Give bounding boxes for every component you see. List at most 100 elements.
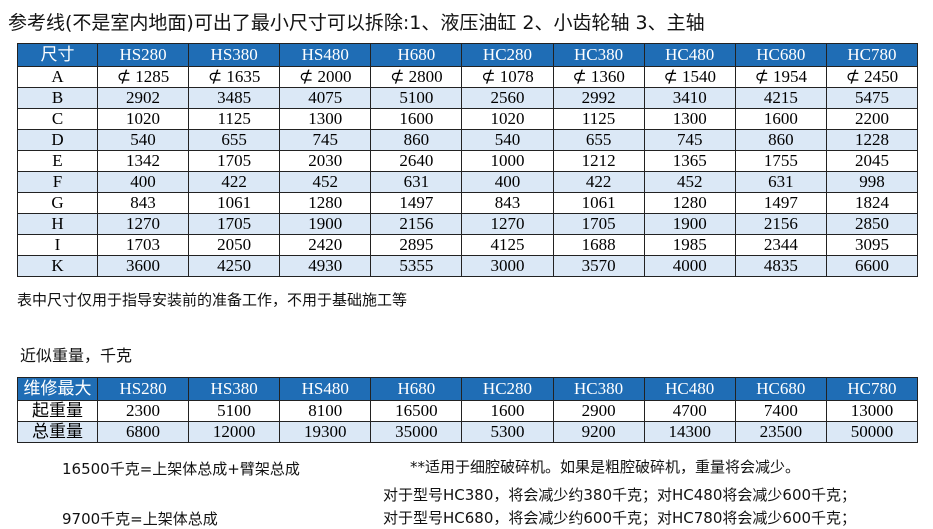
table-cell: 2895	[370, 234, 463, 256]
table-cell: 655	[552, 129, 645, 151]
table-cell: 1000	[461, 150, 554, 172]
table-cell: E	[17, 150, 98, 172]
table-row: C 1020 1125 1300 1600 1020 1125 1300 1600 2200	[17, 108, 919, 130]
table-cell: HC480	[643, 377, 736, 401]
table-cell: 4835	[734, 255, 827, 277]
table-cell: 1755	[734, 150, 827, 172]
table-cell: 843	[96, 192, 190, 214]
table-cell: 860	[734, 129, 827, 151]
table-cell: 1280	[279, 192, 372, 214]
table-row: F 400 422 452 631 400 422 452 631 998	[17, 171, 919, 193]
table-cell: 1600	[370, 108, 463, 130]
table-cell: 540	[461, 129, 554, 151]
table-cell: 19300	[279, 421, 372, 443]
table-cell: HC380	[552, 377, 645, 401]
table-row: K 3600 4250 4930 5355 3000 3570 4000 4835 6600	[17, 255, 919, 277]
table-cell: 4000	[643, 255, 736, 277]
table-cell: 860	[370, 129, 463, 151]
table-cell: K	[17, 255, 98, 277]
size-table: 尺寸 HS280 HS380 HS480 H680 HC280 HC380 HC480 HC68…	[17, 43, 919, 277]
table-cell: 998	[825, 171, 919, 193]
table-cell: 422	[552, 171, 645, 193]
table-cell: 1900	[643, 213, 736, 235]
table-cell: 1985	[643, 234, 736, 256]
table-cell: 起重量	[17, 400, 98, 422]
table-cell: 1342	[96, 150, 190, 172]
table-cell: 4930	[279, 255, 372, 277]
table-cell: 1365	[643, 150, 736, 172]
table-cell: 540	[96, 129, 190, 151]
table-cell: 1688	[552, 234, 645, 256]
table-cell: HC280	[461, 43, 554, 67]
table-cell: B	[17, 87, 98, 109]
note: 表中尺寸仅用于指导安装前的准备工作，不用于基础施工等	[17, 291, 408, 309]
table-cell: 2300	[96, 400, 190, 422]
table-cell: D	[17, 129, 98, 151]
table-cell: 1125	[188, 108, 281, 130]
table-cell: 1300	[643, 108, 736, 130]
table-cell: 50000	[825, 421, 919, 443]
table-cell: H680	[370, 377, 463, 401]
table-cell: 总重量	[17, 421, 98, 443]
table-cell: HS480	[279, 377, 372, 401]
table-cell: H680	[370, 43, 463, 67]
table-cell: H	[17, 213, 98, 235]
table-cell: 1705	[188, 150, 281, 172]
table-row: D 540 655 745 860 540 655 745 860 1228	[17, 129, 919, 151]
table-cell: 745	[643, 129, 736, 151]
table-cell: 9200	[552, 421, 645, 443]
table-cell: A	[17, 66, 98, 88]
table-cell: 2900	[552, 400, 645, 422]
table-cell: 2045	[825, 150, 919, 172]
footnote: **适用于细腔破碎机。如果是粗腔破碎机，重量将会减少。	[410, 458, 801, 476]
table-cell: 1270	[96, 213, 190, 235]
table-cell: 655	[188, 129, 281, 151]
table-cell: 2050	[188, 234, 281, 256]
table-cell: 4215	[734, 87, 827, 109]
table-cell: 631	[734, 171, 827, 193]
table-cell: 4700	[643, 400, 736, 422]
table-cell: 3600	[96, 255, 190, 277]
table-row: B 2902 3485 4075 5100 2560 2992 3410 4215 5475	[17, 87, 919, 109]
table-cell: 8100	[279, 400, 372, 422]
table-cell: 1497	[370, 192, 463, 214]
table-cell: 5355	[370, 255, 463, 277]
table-cell: 5100	[370, 87, 463, 109]
table-cell: HC480	[643, 43, 736, 67]
table-cell: 400	[96, 171, 190, 193]
table-cell: 尺寸	[17, 43, 98, 67]
table-cell: HC680	[734, 43, 827, 67]
table-cell: 1705	[552, 213, 645, 235]
table-cell: 14300	[643, 421, 736, 443]
table-cell: 3410	[643, 87, 736, 109]
table-row: 维修最大 HS280 HS380 HS480 H680 HC280 HC380 HC480 HC…	[17, 377, 919, 401]
table-cell: G	[17, 192, 98, 214]
table-row: G 843 1061 1280 1497 843 1061 1280 1497 1824	[17, 192, 919, 214]
table-cell: 843	[461, 192, 554, 214]
footnote: 对于型号HC380，将会减少约380千克；对HC480将会减少600千克；	[383, 486, 857, 504]
table-cell: 422	[188, 171, 281, 193]
table-cell: 2200	[825, 108, 919, 130]
table-cell: 631	[370, 171, 463, 193]
table-cell: 5300	[461, 421, 554, 443]
table-cell: 1705	[188, 213, 281, 235]
table-cell: 4075	[279, 87, 372, 109]
table-cell: HC780	[825, 43, 919, 67]
table-cell: 745	[279, 129, 372, 151]
table-row: 起重量 2300 5100 8100 16500 1600 2900 4700 7400 1300…	[17, 400, 919, 422]
table-cell: 13000	[825, 400, 919, 422]
table-cell: F	[17, 171, 98, 193]
table-cell: ⊄ 1078	[461, 66, 554, 88]
table-cell: 1497	[734, 192, 827, 214]
footnote: 对于型号HC680，将会减少约600千克；对HC780将会减少600千克；	[383, 509, 857, 527]
table-row: 总重量 6800 12000 19300 35000 5300 9200 14300 23500…	[17, 421, 919, 443]
table-cell: 1125	[552, 108, 645, 130]
table-cell: HC680	[734, 377, 827, 401]
title: 参考线(不是室内地面)可出了最小尺寸可以拆除:1、液压油缸 2、小齿轮轴 3、主…	[8, 12, 705, 34]
table-cell: 2156	[734, 213, 827, 235]
table-cell: 1212	[552, 150, 645, 172]
table-cell: ⊄ 2000	[279, 66, 372, 88]
table-cell: 1228	[825, 129, 919, 151]
table-cell: 23500	[734, 421, 827, 443]
